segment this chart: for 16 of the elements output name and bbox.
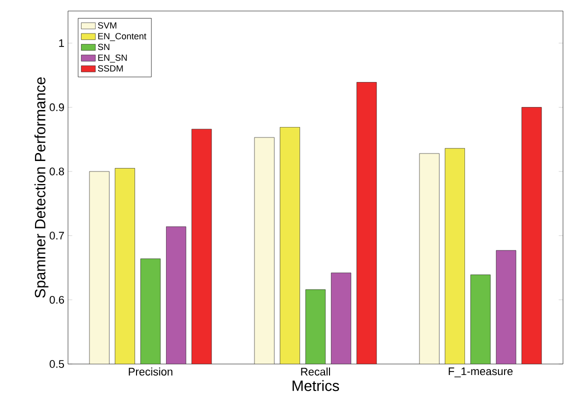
y-axis-title: Spammer Detection Performance	[34, 77, 48, 298]
x-tick-label: F_1-measure	[448, 368, 513, 378]
legend-label: EN_SN	[98, 54, 127, 63]
y-tick-label: 0.8	[50, 168, 64, 176]
y-tick-label: 0.7	[50, 232, 64, 240]
y-tick-label: 0.5	[50, 360, 64, 368]
y-tick-label: 1	[59, 39, 64, 47]
y-tick-label: 0.6	[50, 296, 64, 304]
y-tick-label: 0.9	[50, 103, 64, 112]
legend-label: EN_Content	[98, 32, 146, 42]
legend-label: SVM	[98, 22, 116, 29]
x-tick-label: Precision	[128, 368, 172, 376]
x-axis-title: Metrics	[292, 380, 340, 392]
x-tick-label: Recall	[301, 368, 330, 376]
legend-label: SSDM	[98, 65, 123, 72]
legend-label: SN	[98, 44, 110, 50]
